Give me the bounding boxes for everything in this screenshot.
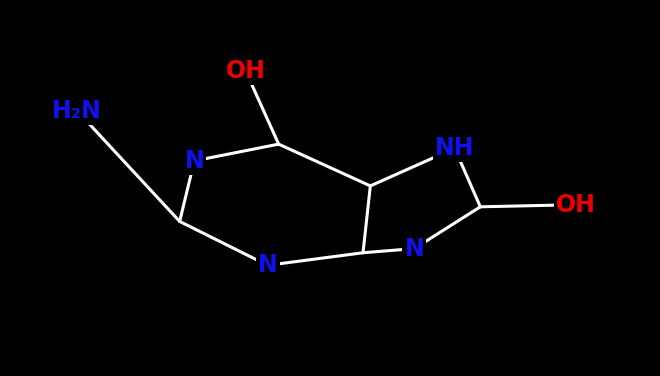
Text: H₂N: H₂N [52, 99, 102, 123]
Text: N: N [405, 237, 424, 261]
Text: N: N [258, 253, 278, 277]
Text: OH: OH [226, 59, 265, 83]
Text: N: N [184, 149, 204, 173]
Text: OH: OH [556, 193, 595, 217]
Text: NH: NH [435, 136, 475, 160]
